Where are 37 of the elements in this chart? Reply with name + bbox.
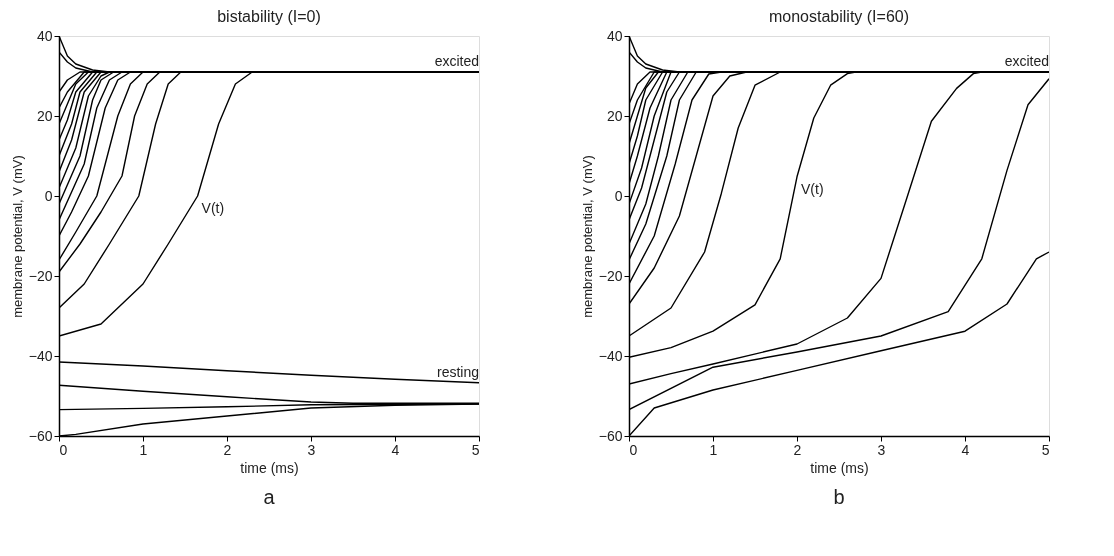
annotation: V(t) bbox=[801, 180, 824, 197]
y-tick-label: 0 bbox=[44, 187, 53, 204]
y-tick-label: −60 bbox=[28, 427, 53, 444]
y-tick-label: 40 bbox=[606, 27, 623, 44]
text: b bbox=[833, 486, 845, 508]
annotation: excited bbox=[434, 53, 479, 69]
x-tick-label: 5 bbox=[1041, 441, 1050, 458]
annotation: resting bbox=[436, 363, 479, 380]
annotation: V(t) bbox=[201, 200, 225, 216]
x-tick-label: 1 bbox=[709, 441, 718, 458]
x-tick-label: 2 bbox=[793, 441, 802, 458]
x-tick-label: 1 bbox=[139, 441, 148, 458]
x-tick-label: 2 bbox=[223, 441, 232, 458]
x-tick-label: 0 bbox=[629, 441, 638, 458]
x-tick-label: 3 bbox=[307, 441, 316, 458]
y-axis-title: membrane potential, V (mV) bbox=[9, 155, 25, 318]
x-tick-label: 4 bbox=[391, 441, 400, 458]
x-tick-label: 3 bbox=[877, 441, 886, 458]
y-tick-label: −40 bbox=[28, 347, 53, 364]
x-axis-title: time (ms) bbox=[240, 459, 299, 476]
x-tick-label: 5 bbox=[471, 441, 480, 458]
annotation: excited bbox=[1004, 53, 1049, 69]
y-tick-label: −20 bbox=[28, 267, 53, 284]
y-tick-label: 20 bbox=[606, 107, 623, 124]
y-tick-label: 0 bbox=[614, 187, 623, 204]
x-tick-label: 0 bbox=[59, 441, 68, 458]
chart-title: bistability (I=0) bbox=[217, 8, 321, 25]
y-tick-label: 40 bbox=[36, 27, 53, 44]
x-tick-label: 4 bbox=[961, 441, 970, 458]
y-tick-label: −40 bbox=[598, 347, 623, 364]
y-tick-label: 20 bbox=[36, 107, 53, 124]
y-tick-label: −60 bbox=[598, 427, 623, 444]
y-axis-title: membrane potential, V (mV) bbox=[579, 155, 595, 318]
chart-title: monostability (I=60) bbox=[768, 8, 910, 25]
x-axis-title: time (ms) bbox=[810, 459, 869, 476]
text: a bbox=[263, 486, 276, 508]
y-tick-label: −20 bbox=[598, 267, 623, 284]
